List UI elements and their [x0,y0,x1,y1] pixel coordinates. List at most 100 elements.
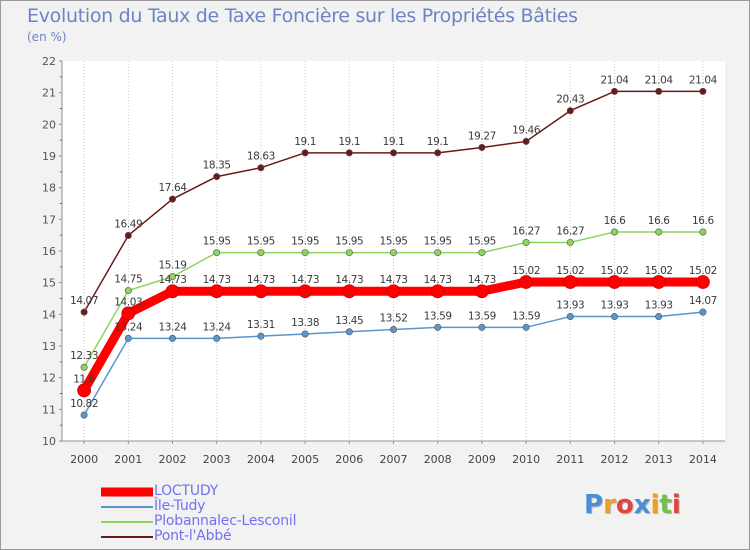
data-label-loctudy: 14.73 [335,274,363,286]
x-tick-label: 2012 [601,453,629,466]
data-label-plobannalec-lesconil: 15.95 [335,236,363,248]
data-label--le-tudy: 13.59 [512,310,540,322]
chart-unit-label: (en %) [27,30,67,44]
data-label-loctudy: 14.73 [247,274,275,286]
y-tick-label: 14 [42,308,56,321]
data-label-plobannalec-lesconil: 16.6 [648,215,670,227]
data-point-pont-l-abb- [169,195,177,203]
y-tick-label: 17 [42,213,56,226]
data-label-plobannalec-lesconil: 15.95 [291,236,319,248]
x-tick-label: 2005 [291,453,319,466]
data-label-pont-l-abb-: 19.46 [512,124,541,136]
legend-item-plobannalec-lesconil[interactable]: Plobannalec-Lesconil [101,513,401,529]
data-label-plobannalec-lesconil: 14.75 [114,274,142,286]
data-point-plobannalec-lesconil [213,249,221,257]
legend-item-pont-l-abbe[interactable]: Pont-l'Abbé [101,528,401,544]
data-point-plobannalec-lesconil [610,228,618,236]
data-point-plobannalec-lesconil [566,238,574,246]
data-point-loctudy [77,383,91,398]
data-label-loctudy: 15.02 [512,265,540,277]
chart-data-labels: 14.07 16.49 17.64 18.35 18.63 19.1 19.1 19.1 19.… [70,74,718,410]
data-label-pont-l-abb-: 14.07 [70,295,98,307]
data-label-pont-l-abb-: 18.63 [247,151,275,163]
data-point-plobannalec-lesconil [699,228,707,236]
data-label-plobannalec-lesconil: 16.27 [512,225,540,237]
data-label-pont-l-abb-: 16.49 [114,218,142,230]
data-point-plobannalec-lesconil [478,249,486,257]
data-point-pont-l-abb- [655,87,663,95]
data-point-loctudy [209,284,224,299]
logo-letter: t [659,490,672,520]
data-label--le-tudy: 14.07 [689,295,717,307]
data-label-loctudy: 14.73 [379,274,407,286]
data-label--le-tudy: 13.24 [114,321,143,333]
data-label-loctudy: 15.02 [556,265,584,277]
data-point--le-tudy [124,334,132,342]
data-point-plobannalec-lesconil [655,228,663,236]
logo-letter: o [615,490,634,520]
legend-label: Plobannalec-Lesconil [154,513,297,529]
data-label--le-tudy: 13.24 [158,321,187,333]
data-point-pont-l-abb- [124,231,132,239]
y-tick-label: 18 [42,182,56,195]
data-point-pont-l-abb- [80,308,88,316]
data-point-loctudy [607,275,622,289]
data-point-plobannalec-lesconil [80,363,88,371]
legend-item-loctudy[interactable]: LOCTUDY [101,483,401,499]
x-tick-label: 2000 [70,453,98,466]
data-label--le-tudy: 13.93 [645,300,673,312]
data-label--le-tudy: 10.82 [70,398,98,410]
data-point-loctudy [342,284,357,299]
chart-axes: 10 11 12 13 14 15 16 17 18 19 20 21 22 2000 2001 2002 20… [42,55,725,466]
data-label-loctudy: 14.73 [158,274,186,286]
x-tick-label: 2009 [468,453,496,466]
y-tick-label: 20 [42,118,56,131]
x-tick-label: 2003 [203,453,231,466]
data-point--le-tudy [345,328,353,336]
data-point-loctudy [519,275,533,289]
data-label-plobannalec-lesconil: 15.19 [158,260,186,272]
data-label-pont-l-abb-: 17.64 [158,182,187,194]
data-point-pont-l-abb- [566,107,574,115]
legend-swatch-pont-l-abbe [101,535,153,538]
data-point-loctudy [430,284,445,299]
data-label-plobannalec-lesconil: 12.33 [70,350,98,362]
data-point--le-tudy [389,326,397,334]
y-tick-label: 16 [42,245,56,258]
data-label-loctudy: 14.73 [468,274,496,286]
chart-legend: LOCTUDY Île-Tudy Plobannalec-Lesconil Po… [101,483,401,544]
y-tick-label: 11 [42,403,56,416]
legend-swatch-loctudy [101,487,153,496]
data-label-plobannalec-lesconil: 16.6 [604,215,626,227]
data-point-pont-l-abb- [345,149,353,157]
data-label-pont-l-abb-: 18.35 [203,160,231,172]
data-label--le-tudy: 13.24 [203,321,232,333]
data-point--le-tudy [301,330,309,338]
data-label-plobannalec-lesconil: 16.6 [692,215,714,227]
proxiti-logo: Proxiti [584,490,681,520]
data-label-pont-l-abb-: 21.04 [645,74,674,86]
data-label-loctudy: 14.73 [424,274,452,286]
y-tick-label: 12 [42,372,56,385]
data-label-loctudy: 14.73 [203,274,231,286]
data-point-plobannalec-lesconil [169,273,177,281]
y-tick-label: 10 [42,435,56,448]
data-point--le-tudy [478,323,486,331]
x-tick-label: 2014 [689,453,717,466]
legend-item-ile-tudy[interactable]: Île-Tudy [101,498,401,514]
logo-letter: i [650,490,660,520]
logo-letter: P [584,490,604,520]
data-point--le-tudy [213,334,221,342]
data-label-plobannalec-lesconil: 15.95 [247,236,275,248]
data-label--le-tudy: 13.38 [291,317,319,329]
data-point-loctudy [563,275,578,289]
data-label-plobannalec-lesconil: 15.95 [424,236,452,248]
data-label-pont-l-abb-: 21.04 [689,74,718,86]
data-point--le-tudy [522,323,530,331]
legend-swatch-ile-tudy [101,505,153,508]
logo-letter: x [633,490,651,520]
data-label-loctudy: 11.6 [73,373,95,385]
data-label--le-tudy: 13.45 [335,315,363,327]
x-tick-label: 2006 [335,453,363,466]
